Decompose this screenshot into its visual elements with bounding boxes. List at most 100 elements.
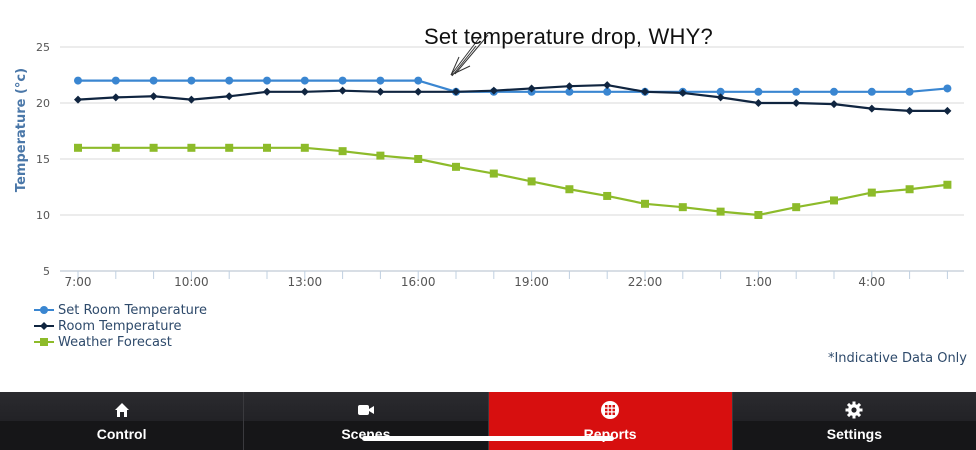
- data-point[interactable]: [716, 87, 725, 96]
- series-weather-forecast: [74, 143, 952, 219]
- data-point[interactable]: [565, 185, 574, 194]
- data-point[interactable]: [678, 88, 687, 97]
- x-tick-label: 10:00: [174, 275, 209, 289]
- data-point[interactable]: [263, 143, 271, 152]
- data-point[interactable]: [943, 180, 952, 189]
- annotation-text: Set temperature drop, WHY?: [424, 24, 713, 49]
- legend-item-set-room-temperature[interactable]: Set Room Temperature: [34, 302, 207, 318]
- gear-icon: [845, 401, 863, 419]
- data-point[interactable]: [527, 177, 536, 186]
- data-point[interactable]: [830, 87, 838, 96]
- chart-legend: Set Room Temperature Room Temperature We…: [34, 302, 207, 350]
- legend-item-weather-forecast[interactable]: Weather Forecast: [34, 334, 207, 350]
- data-point[interactable]: [414, 155, 423, 163]
- data-point[interactable]: [641, 199, 649, 208]
- data-point[interactable]: [603, 81, 612, 90]
- data-point[interactable]: [300, 143, 309, 152]
- data-point[interactable]: [867, 188, 876, 197]
- data-point[interactable]: [187, 76, 196, 85]
- data-point[interactable]: [338, 86, 347, 95]
- data-point[interactable]: [338, 76, 347, 85]
- data-point[interactable]: [149, 92, 158, 101]
- square-marker-icon: [34, 338, 54, 346]
- indicative-data-note: *Indicative Data Only: [827, 351, 967, 366]
- data-point[interactable]: [905, 87, 914, 96]
- data-point[interactable]: [565, 82, 574, 91]
- data-point[interactable]: [149, 76, 158, 85]
- legend-label: Weather Forecast: [58, 334, 172, 350]
- tab-settings[interactable]: Settings: [732, 392, 976, 450]
- tab-reports[interactable]: Reports: [488, 392, 733, 450]
- data-point[interactable]: [830, 196, 838, 205]
- data-point[interactable]: [830, 100, 838, 109]
- data-point[interactable]: [792, 99, 801, 107]
- y-axis-label: Temperature (°c): [14, 68, 29, 192]
- data-point[interactable]: [149, 143, 158, 152]
- data-point[interactable]: [867, 87, 876, 96]
- data-point[interactable]: [187, 143, 196, 152]
- data-point[interactable]: [603, 191, 612, 200]
- data-point[interactable]: [74, 76, 82, 85]
- home-indicator[interactable]: [362, 436, 614, 441]
- video-camera-icon: [357, 401, 375, 419]
- data-point[interactable]: [641, 87, 649, 96]
- data-point[interactable]: [716, 207, 725, 216]
- data-point[interactable]: [376, 87, 385, 96]
- legend-label: Room Temperature: [58, 318, 182, 334]
- x-tick-label: 1:00: [745, 275, 772, 289]
- data-point[interactable]: [263, 87, 271, 96]
- data-point[interactable]: [300, 76, 309, 85]
- data-point[interactable]: [187, 95, 196, 104]
- data-point[interactable]: [716, 93, 725, 102]
- data-point[interactable]: [754, 87, 763, 96]
- data-point[interactable]: [905, 106, 914, 115]
- series-line: [78, 79, 948, 93]
- data-point[interactable]: [74, 95, 82, 104]
- x-tick-label: 16:00: [401, 275, 436, 289]
- data-point[interactable]: [452, 87, 460, 96]
- data-point[interactable]: [414, 76, 423, 85]
- legend-item-room-temperature[interactable]: Room Temperature: [34, 318, 207, 334]
- data-point[interactable]: [414, 87, 423, 96]
- x-tick-label: 22:00: [628, 275, 663, 289]
- data-point[interactable]: [338, 147, 347, 156]
- series-line: [77, 83, 948, 112]
- tab-scenes[interactable]: Scenes: [244, 392, 489, 450]
- data-point[interactable]: [225, 76, 234, 85]
- data-point[interactable]: [489, 169, 498, 178]
- data-point[interactable]: [225, 143, 234, 152]
- data-point[interactable]: [263, 76, 271, 85]
- x-tick-label: 13:00: [288, 275, 323, 289]
- data-point[interactable]: [943, 106, 952, 115]
- data-point[interactable]: [867, 104, 876, 113]
- series-room-temperature: [74, 81, 952, 115]
- data-point[interactable]: [376, 151, 385, 160]
- data-point[interactable]: [943, 84, 952, 93]
- data-point[interactable]: [300, 87, 309, 96]
- x-tick-label: 4:00: [858, 275, 885, 289]
- legend-label: Set Room Temperature: [58, 302, 207, 318]
- data-point[interactable]: [452, 162, 460, 171]
- data-point[interactable]: [678, 203, 687, 212]
- data-point[interactable]: [111, 76, 120, 85]
- tab-control[interactable]: Control: [0, 392, 245, 450]
- data-point[interactable]: [111, 143, 120, 152]
- data-point[interactable]: [905, 185, 914, 194]
- data-point[interactable]: [489, 86, 498, 95]
- data-point[interactable]: [792, 87, 801, 96]
- data-point[interactable]: [527, 84, 536, 93]
- x-tick-label: 7:00: [65, 275, 92, 289]
- data-point[interactable]: [376, 76, 385, 85]
- diamond-marker-icon: [34, 322, 54, 330]
- data-point[interactable]: [792, 203, 801, 212]
- data-point[interactable]: [754, 211, 763, 219]
- data-point[interactable]: [74, 143, 82, 152]
- home-icon: [113, 401, 131, 419]
- data-point[interactable]: [603, 87, 612, 96]
- y-tick-label: 25: [36, 41, 50, 54]
- data-point[interactable]: [754, 99, 763, 107]
- data-point[interactable]: [565, 87, 574, 96]
- data-point[interactable]: [111, 93, 120, 102]
- data-point[interactable]: [225, 92, 234, 101]
- circle-marker-icon: [34, 306, 54, 314]
